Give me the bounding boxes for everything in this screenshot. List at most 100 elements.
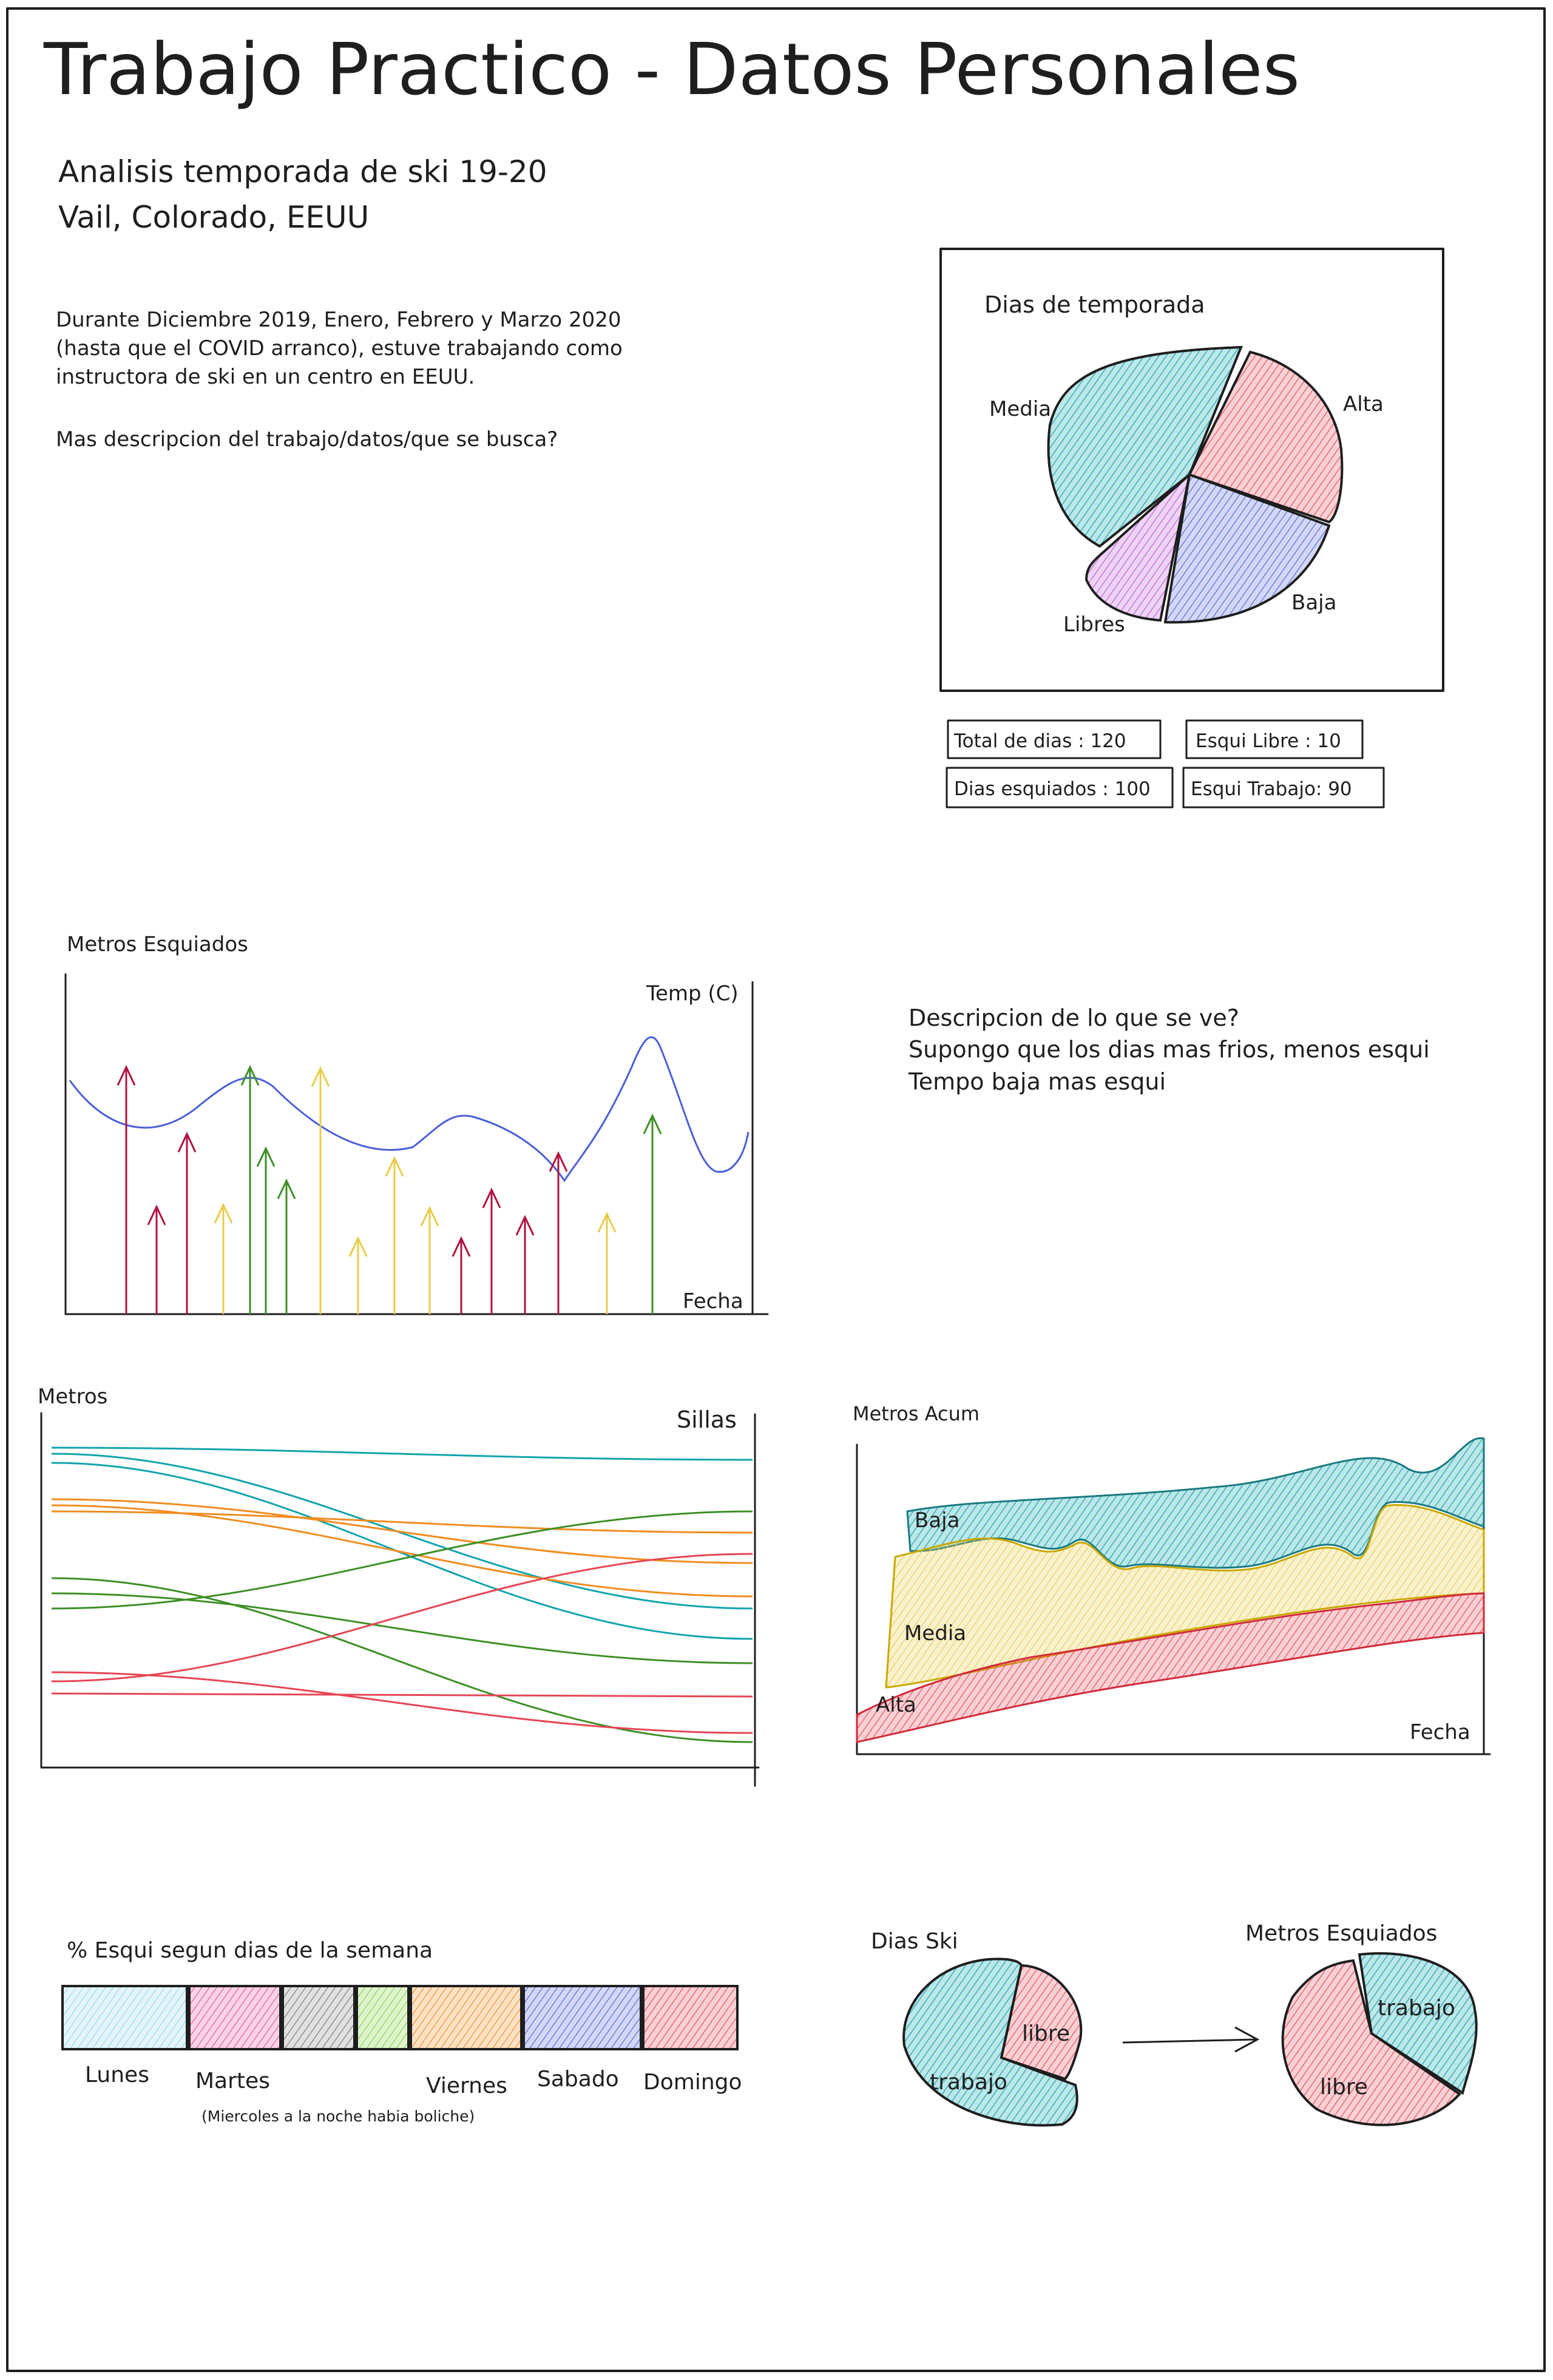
stat-box-work	[1182, 767, 1385, 809]
weekday-bar-title: % Esqui segun dias de la semana	[67, 1938, 433, 1963]
slope-left-label: Metros	[38, 1385, 107, 1409]
stat-total-days: Total de dias : 120	[953, 730, 1126, 752]
slope-line	[51, 1498, 753, 1564]
temp-axis-label: Temp (C)	[646, 981, 739, 1006]
season-pie-title: Dias de temporada	[984, 291, 1205, 318]
slope-line	[51, 1671, 753, 1734]
pie-label-baja: Baja	[1291, 591, 1336, 615]
stat-box-free	[1185, 719, 1364, 759]
weekday-note: (Miercoles a la noche habia boliche)	[201, 2107, 475, 2125]
intro-line4: Mas descripcion del trabajo/datos/que se…	[56, 427, 558, 452]
bar-segment-jueves	[356, 1985, 410, 2050]
slope-line	[51, 1577, 753, 1743]
meters-arrow-head	[240, 1065, 260, 1086]
bar-segment-sabado	[523, 1985, 642, 2050]
weekday-label-sabado: Sabado	[537, 2067, 619, 2092]
area-label-baja: Baja	[915, 1508, 959, 1533]
ski-meters-label-libre: libre	[1320, 2075, 1368, 2100]
area-x-label: Fecha	[1410, 1720, 1470, 1744]
area-chart-title: Metros Acum	[853, 1402, 980, 1425]
page-title: Trabajo Practico - Datos Personales	[43, 27, 1300, 111]
slope-line	[51, 1553, 753, 1683]
ski-meters-pie-title: Metros Esquiados	[1245, 1921, 1437, 1946]
bar-segment-lunes	[61, 1985, 188, 2050]
meters-arrow-head	[311, 1066, 330, 1087]
comparison-arrow-line	[1122, 2038, 1257, 2044]
stat-work-ski: Esqui Trabajo: 90	[1191, 778, 1352, 800]
meters-chart: Metros Esquiados Temp (C) Fecha	[64, 932, 769, 1315]
weekday-label-lunes: Lunes	[85, 2063, 149, 2087]
pie-label-media: Media	[989, 397, 1051, 421]
slope-line	[51, 1592, 753, 1664]
slope-chart: Metros Sillas	[38, 1385, 760, 1787]
bar-segment-viernes	[410, 1985, 523, 2050]
weekday-bar: % Esqui segun dias de la semana Lunes Ma…	[61, 1938, 742, 2125]
bar-segment-miercoles	[282, 1985, 356, 2050]
season-pie-panel: Dias de temporada Media Alta Baja Libres	[939, 248, 1444, 692]
stats-panel: Total de dias : 120 Esqui Libre : 10 Dia…	[946, 719, 1385, 809]
ski-days-slice-libre	[1000, 1964, 1083, 2081]
area-label-alta: Alta	[876, 1693, 916, 1717]
ski-days-label-libre: libre	[1022, 2021, 1070, 2046]
subtitle-line1: Analisis temporada de ski 19-20	[58, 154, 547, 189]
pie-slice-baja	[1163, 473, 1331, 624]
meters-x-label: Fecha	[683, 1289, 743, 1314]
meters-arrow-head	[420, 1205, 439, 1227]
intro-line1: Durante Diciembre 2019, Enero, Febrero y…	[56, 308, 621, 332]
ski-days-label-trabajo: trabajo	[930, 2070, 1007, 2095]
stat-box-total	[947, 719, 1162, 759]
meters-arrow-head	[482, 1187, 501, 1209]
slope-line	[51, 1510, 753, 1610]
ski-meters-pie: Metros Esquiados trabajo libre	[1245, 1921, 1478, 2126]
stat-days-skied: Dias esquiados : 100	[954, 778, 1151, 800]
slope-line	[51, 1504, 753, 1598]
bar-segment-martes	[188, 1985, 282, 2050]
meters-arrows	[117, 1065, 662, 1314]
meters-arrow-head	[452, 1236, 471, 1257]
slope-lines	[51, 1446, 753, 1743]
pie-slice-alta	[1188, 350, 1344, 524]
meters-arrow-head	[597, 1212, 617, 1233]
comparison-arrow-head	[1234, 2026, 1260, 2053]
slope-line	[51, 1462, 753, 1640]
ski-meters-label-trabajo: trabajo	[1378, 1996, 1455, 2021]
pie-label-alta: Alta	[1343, 392, 1384, 416]
meters-desc-line2: Supongo que los dias mas frios, menos es…	[908, 1036, 1430, 1063]
intro-line2: (hasta que el COVID arranco), estuve tra…	[56, 336, 623, 361]
meters-arrow-head	[643, 1113, 662, 1134]
meters-arrow-head	[515, 1215, 535, 1236]
area-chart: Metros Acum Baja Media Alta Fecha	[853, 1402, 1491, 1755]
slope-line	[51, 1692, 753, 1698]
meters-desc-line1: Descripcion de lo que se ve?	[908, 1005, 1239, 1031]
meters-arrow-head	[214, 1202, 233, 1224]
meters-arrow-head	[147, 1204, 166, 1226]
meters-arrow-head	[348, 1236, 368, 1257]
area-alta	[856, 1592, 1485, 1743]
ski-meters-slice-libre	[1281, 1959, 1462, 2126]
slope-line	[51, 1510, 753, 1534]
pie-label-libres: Libres	[1063, 612, 1125, 637]
ski-days-pie: Dias Ski libre trabajo	[871, 1929, 1083, 2127]
meters-arrow-head	[385, 1156, 404, 1177]
area-label-media: Media	[904, 1621, 966, 1646]
meters-arrow-head	[117, 1065, 136, 1086]
ski-days-pie-title: Dias Ski	[871, 1929, 958, 1954]
meters-arrow-head	[277, 1178, 296, 1199]
pie-slice-libres	[1084, 471, 1192, 622]
stat-free-ski: Esqui Libre : 10	[1196, 730, 1341, 752]
weekday-label-martes: Martes	[195, 2069, 270, 2094]
meters-desc-line3: Tempo baja mas esqui	[908, 1068, 1166, 1095]
pie-slice-media	[1047, 345, 1243, 548]
stat-box-skied	[946, 767, 1174, 809]
temperature-line	[69, 1036, 749, 1182]
meters-arrow-head	[549, 1151, 568, 1172]
bar-segment-domingo	[642, 1985, 739, 2050]
weekday-label-domingo: Domingo	[643, 2070, 742, 2095]
meters-chart-title: Metros Esquiados	[67, 932, 248, 957]
slope-line	[51, 1446, 753, 1461]
intro-line3: instructora de ski en un centro en EEUU.	[56, 365, 475, 389]
area-chart-axes	[856, 1443, 1491, 1755]
weekday-label-viernes: Viernes	[426, 2073, 507, 2098]
area-media	[885, 1504, 1485, 1689]
